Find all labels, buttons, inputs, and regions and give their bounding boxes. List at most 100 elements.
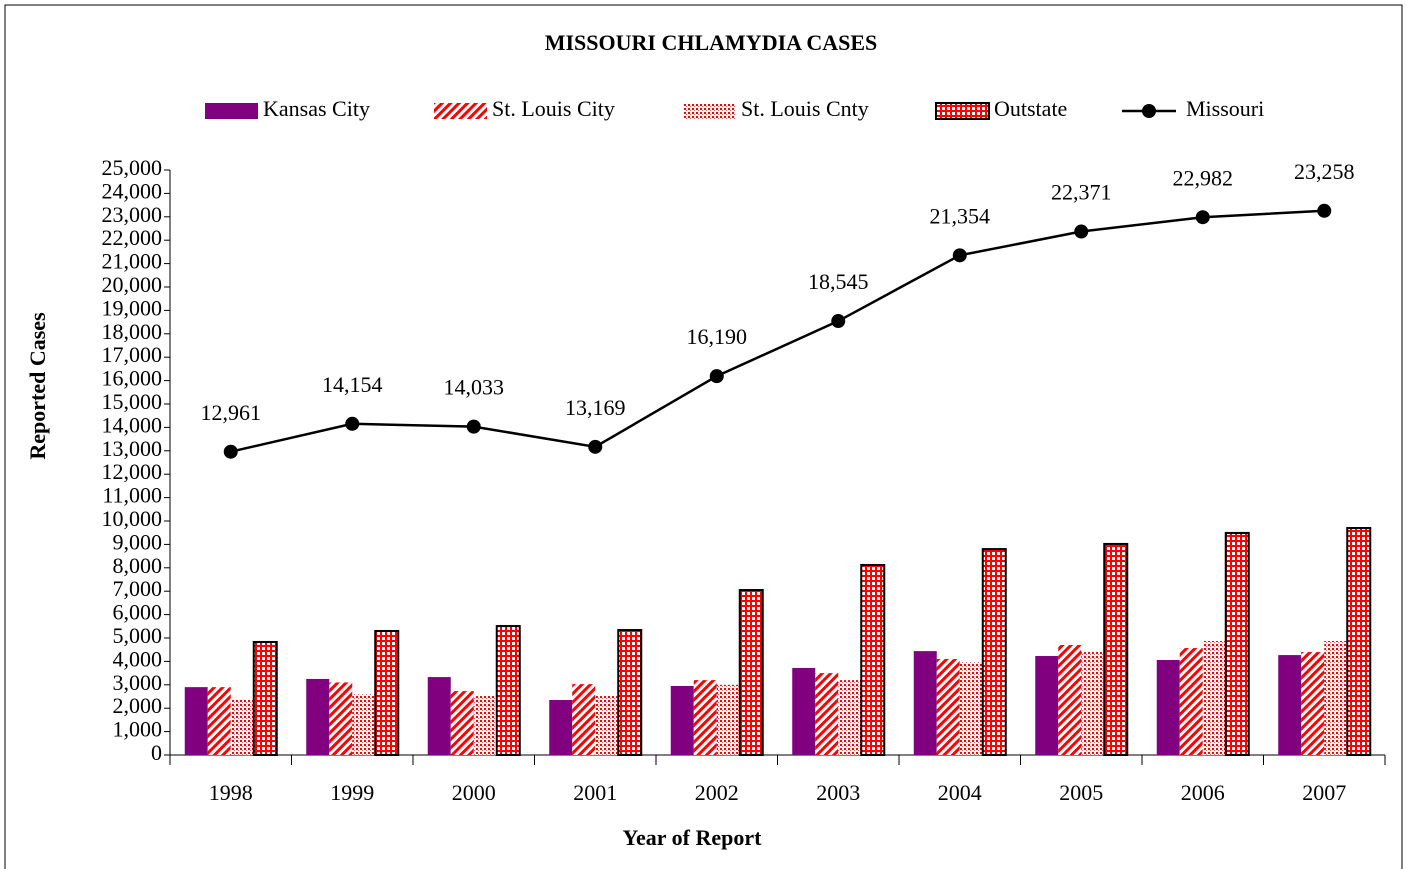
data-label: 22,371	[1051, 180, 1112, 205]
line-marker	[223, 444, 238, 459]
bar	[1278, 655, 1302, 755]
y-tick-label: 10,000	[102, 506, 163, 531]
line-marker	[466, 419, 481, 434]
line-marker	[1074, 224, 1089, 239]
y-tick-label: 2,000	[113, 693, 163, 718]
y-tick-label: 20,000	[102, 272, 163, 297]
line-marker	[831, 314, 846, 329]
x-tick-label: 2006	[1181, 780, 1225, 805]
y-tick-label: 17,000	[102, 342, 163, 367]
x-tick-label: 1998	[209, 780, 253, 805]
bar	[1202, 641, 1226, 755]
x-tick-label: 2003	[816, 780, 860, 805]
bar	[1035, 656, 1059, 755]
line-marker	[709, 369, 724, 384]
bar	[670, 685, 694, 755]
bar	[184, 687, 208, 755]
bar	[549, 700, 573, 755]
bar	[738, 589, 764, 757]
bar	[329, 682, 353, 755]
line-marker	[1195, 210, 1210, 225]
y-tick-label: 15,000	[102, 389, 163, 414]
y-axis-title: Reported Cases	[25, 312, 50, 460]
bar	[693, 680, 717, 755]
y-tick-label: 5,000	[113, 623, 163, 648]
bar	[838, 680, 862, 755]
data-label: 16,190	[687, 324, 748, 349]
bar	[495, 625, 521, 756]
bar	[1179, 648, 1203, 755]
y-tick-label: 8,000	[113, 553, 163, 578]
x-tick-label: 2000	[452, 780, 496, 805]
x-axis-title: Year of Report	[623, 825, 763, 850]
bar	[352, 694, 376, 755]
data-label: 12,961	[201, 400, 262, 425]
y-tick-label: 4,000	[113, 646, 163, 671]
data-label: 21,354	[930, 203, 991, 228]
bar	[617, 629, 643, 757]
data-label: 14,033	[444, 375, 505, 400]
bar	[936, 659, 960, 755]
y-tick-label: 3,000	[113, 670, 163, 695]
bar	[252, 640, 278, 757]
bar	[716, 684, 740, 755]
legend-label: Missouri	[1186, 96, 1264, 121]
bar	[595, 696, 619, 755]
bar	[473, 696, 497, 755]
bar	[427, 677, 451, 755]
x-tick-label: 2005	[1059, 780, 1103, 805]
line-marker	[952, 248, 967, 263]
bar	[1156, 659, 1180, 755]
bar	[981, 548, 1007, 757]
legend-label: Kansas City	[263, 96, 370, 121]
line-marker	[345, 416, 360, 431]
bar	[1058, 645, 1082, 755]
y-tick-label: 14,000	[102, 412, 163, 437]
y-tick-label: 6,000	[113, 600, 163, 625]
bar	[815, 673, 839, 755]
y-tick-label: 22,000	[102, 225, 163, 250]
y-tick-label: 0	[151, 740, 162, 765]
bar	[306, 678, 330, 755]
legend-marker	[1142, 104, 1156, 118]
data-label: 22,982	[1173, 165, 1234, 190]
legend-swatch	[935, 102, 990, 120]
bar	[1103, 542, 1129, 756]
bar	[1301, 652, 1325, 755]
x-tick-label: 2001	[573, 780, 617, 805]
y-tick-label: 13,000	[102, 436, 163, 461]
bar	[860, 563, 886, 756]
y-tick-label: 23,000	[102, 202, 163, 227]
y-tick-label: 11,000	[102, 483, 162, 508]
y-tick-label: 21,000	[102, 249, 163, 274]
line-marker	[588, 439, 603, 454]
bar	[374, 629, 400, 756]
bar	[1081, 652, 1105, 755]
bar	[450, 691, 474, 755]
y-tick-label: 25,000	[102, 155, 163, 180]
y-tick-label: 12,000	[102, 459, 163, 484]
legend-label: St. Louis Cnty	[741, 96, 869, 121]
x-tick-label: 1999	[330, 780, 374, 805]
bar	[1324, 641, 1348, 755]
y-tick-label: 16,000	[102, 366, 163, 391]
bar	[572, 684, 596, 755]
legend-label: St. Louis City	[492, 96, 615, 121]
chart-title: MISSOURI CHLAMYDIA CASES	[545, 30, 878, 55]
bar	[230, 700, 254, 755]
y-tick-label: 9,000	[113, 529, 163, 554]
y-tick-label: 24,000	[102, 178, 163, 203]
line	[230, 209, 1325, 453]
data-label: 18,545	[808, 269, 869, 294]
x-tick-label: 2002	[695, 780, 739, 805]
legend-swatch	[434, 103, 487, 119]
x-tick-label: 2007	[1302, 780, 1346, 805]
bar	[792, 667, 816, 755]
line-marker	[1317, 203, 1332, 218]
y-tick-label: 7,000	[113, 576, 163, 601]
legend-swatch	[205, 103, 258, 119]
x-tick-label: 2004	[938, 780, 982, 805]
bar	[959, 662, 983, 755]
y-tick-label: 18,000	[102, 319, 163, 344]
